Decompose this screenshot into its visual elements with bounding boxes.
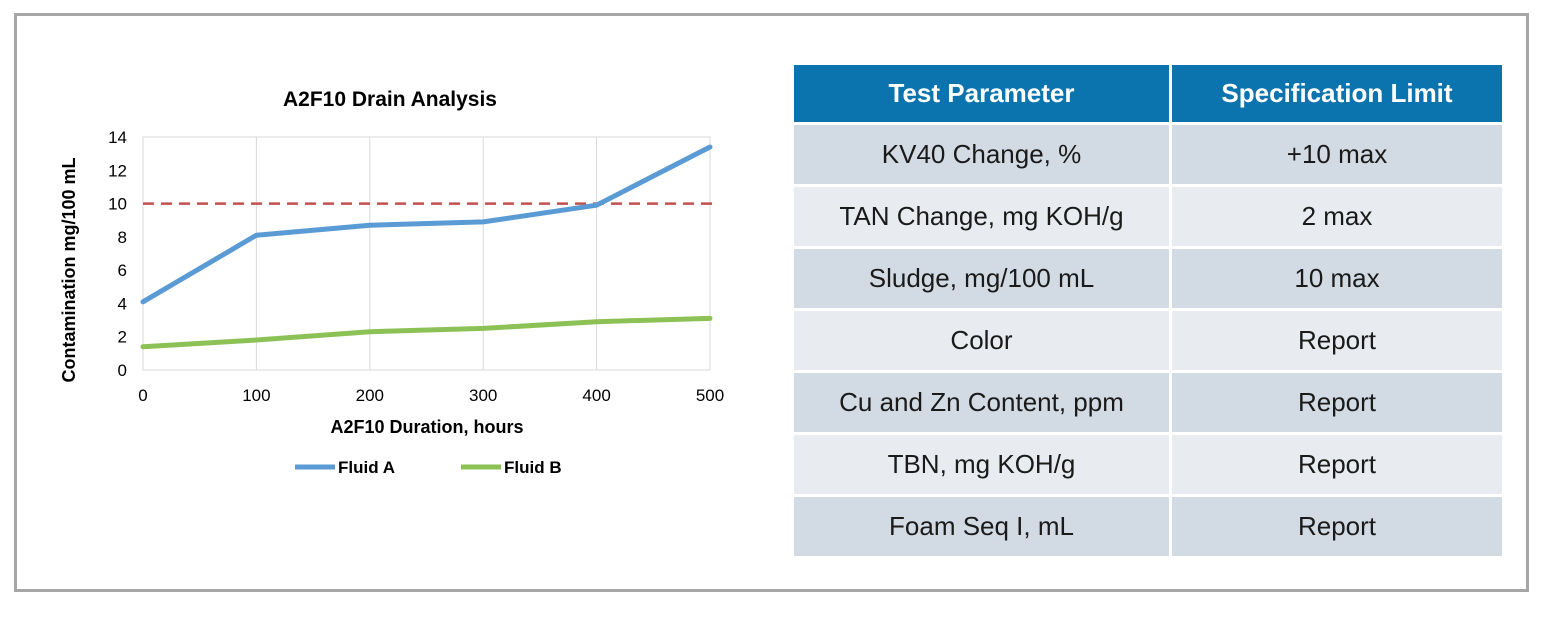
x-tick-label: 400 (582, 386, 610, 405)
y-tick-label: 10 (108, 195, 127, 214)
x-tick-label: 200 (356, 386, 384, 405)
chart-title: A2F10 Drain Analysis (283, 88, 497, 111)
x-tick-label: 100 (242, 386, 270, 405)
table-row: TAN Change, mg KOH/g 2 max (794, 187, 1502, 249)
table-row: Sludge, mg/100 mL 10 max (794, 249, 1502, 311)
param-cell: KV40 Change, % (794, 125, 1172, 187)
series-line-fluid-b (140, 315, 713, 350)
limit-cell: 2 max (1172, 187, 1502, 249)
legend-label-fluid-a: Fluid A (338, 458, 395, 477)
header-specification-limit: Specification Limit (1172, 65, 1502, 125)
axis-layer: 0 100 200 300 400 500 0 2 4 6 8 10 12 14 (108, 128, 724, 405)
param-cell: Color (794, 311, 1172, 373)
y-tick-label: 8 (118, 228, 127, 247)
param-cell: Foam Seq I, mL (794, 497, 1172, 556)
param-cell: TAN Change, mg KOH/g (794, 187, 1172, 249)
param-cell: Sludge, mg/100 mL (794, 249, 1172, 311)
x-axis-label: A2F10 Duration, hours (330, 417, 523, 437)
y-tick-label: 12 (108, 161, 127, 180)
table-header-row: Test Parameter Specification Limit (794, 65, 1502, 125)
x-tick-label: 300 (469, 386, 497, 405)
series-layer (140, 144, 718, 350)
header-test-parameter: Test Parameter (794, 65, 1172, 125)
param-cell: Cu and Zn Content, ppm (794, 373, 1172, 435)
limit-cell: Report (1172, 497, 1502, 556)
x-tick-label: 0 (138, 386, 147, 405)
series-line-fluid-a (140, 144, 713, 305)
limit-cell: Report (1172, 373, 1502, 435)
table-row: Foam Seq I, mL Report (794, 497, 1502, 556)
limit-cell: Report (1172, 435, 1502, 497)
limit-cell: +10 max (1172, 125, 1502, 187)
param-cell: TBN, mg KOH/g (794, 435, 1172, 497)
y-tick-label: 2 (118, 328, 127, 347)
limit-cell: 10 max (1172, 249, 1502, 311)
table-row: KV40 Change, % +10 max (794, 125, 1502, 187)
legend: Fluid A Fluid B (295, 458, 562, 477)
table-row: Color Report (794, 311, 1502, 373)
y-axis-label: Contamination mg/100 mL (59, 157, 79, 382)
x-tick-label: 500 (696, 386, 724, 405)
limit-cell: Report (1172, 311, 1502, 373)
y-tick-label: 4 (118, 294, 127, 313)
spec-table: Test Parameter Specification Limit KV40 … (794, 65, 1502, 556)
y-tick-label: 0 (118, 361, 127, 380)
table-row: Cu and Zn Content, ppm Report (794, 373, 1502, 435)
table-row: TBN, mg KOH/g Report (794, 435, 1502, 497)
legend-label-fluid-b: Fluid B (504, 458, 562, 477)
line-chart: A2F10 Drain Analysis 0 100 200 300 400 500 0 2 4… (59, 88, 724, 477)
y-tick-label: 6 (118, 261, 127, 280)
y-tick-label: 14 (108, 128, 127, 147)
